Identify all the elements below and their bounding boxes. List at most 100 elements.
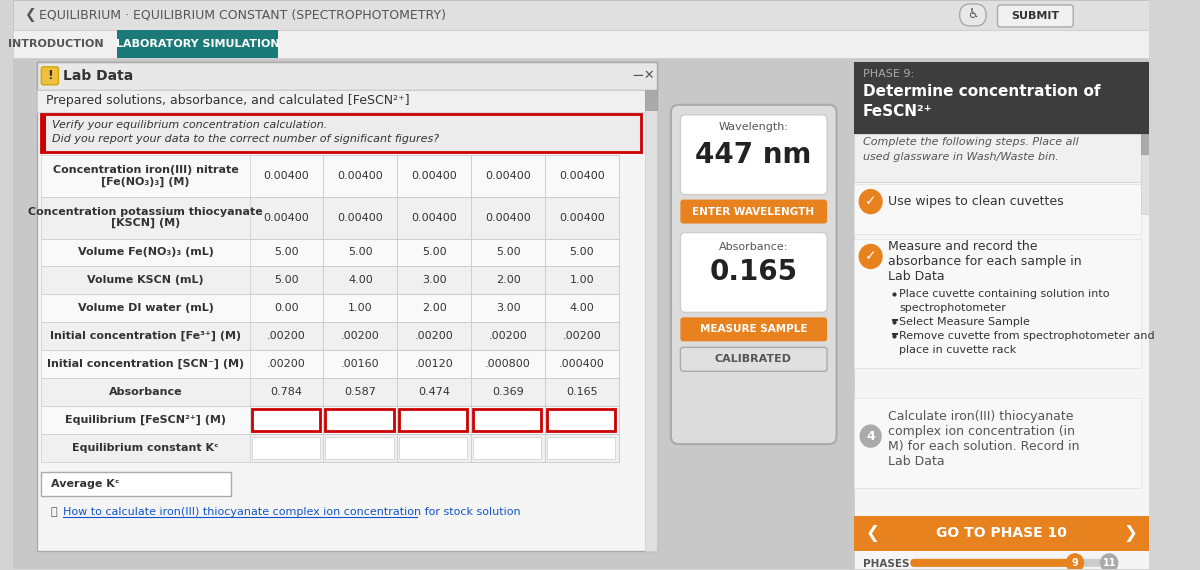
Circle shape <box>1067 554 1084 570</box>
Bar <box>397 323 472 351</box>
Text: 4.00: 4.00 <box>570 303 594 314</box>
Bar <box>13 58 1148 569</box>
Text: 0.00400: 0.00400 <box>264 170 310 181</box>
Bar <box>250 197 324 238</box>
Bar <box>547 409 616 431</box>
Text: PHASE 9:: PHASE 9: <box>863 69 914 79</box>
Bar <box>250 378 324 406</box>
Text: 0.00400: 0.00400 <box>485 170 530 181</box>
Bar <box>41 197 619 238</box>
Bar <box>397 197 472 238</box>
Bar <box>13 0 1148 30</box>
Text: FeSCN²⁺: FeSCN²⁺ <box>863 104 932 119</box>
Text: CALIBRATED: CALIBRATED <box>715 355 792 364</box>
Text: 0.00400: 0.00400 <box>412 170 457 181</box>
Text: 5.00: 5.00 <box>275 275 299 286</box>
Bar <box>1141 134 1148 214</box>
Bar <box>545 197 619 238</box>
Text: place in cuvette rack: place in cuvette rack <box>899 345 1016 355</box>
Text: 3.00: 3.00 <box>422 275 446 286</box>
Bar <box>41 406 619 434</box>
Bar <box>324 406 397 434</box>
Text: 11: 11 <box>1103 558 1116 568</box>
Bar <box>473 409 541 431</box>
Text: 0.784: 0.784 <box>270 387 302 397</box>
Text: !: ! <box>47 70 53 82</box>
Bar <box>397 238 472 266</box>
Bar <box>41 472 230 496</box>
Text: .000400: .000400 <box>559 359 605 369</box>
Bar <box>250 294 324 323</box>
Bar <box>397 294 472 323</box>
Bar <box>853 62 1148 134</box>
Text: ❮: ❮ <box>865 524 880 542</box>
Bar <box>545 266 619 294</box>
Text: 0.369: 0.369 <box>492 387 524 397</box>
Bar <box>473 437 541 459</box>
Text: Remove cuvette from spectrophotometer and: Remove cuvette from spectrophotometer an… <box>899 331 1154 341</box>
Text: Concentration iron(III) nitrate
[Fe(NO₃)₃] (M): Concentration iron(III) nitrate [Fe(NO₃)… <box>53 165 239 186</box>
Bar <box>250 434 324 462</box>
Bar <box>324 351 397 378</box>
FancyBboxPatch shape <box>911 559 1111 567</box>
Text: ✕: ✕ <box>644 70 654 82</box>
Text: 3.00: 3.00 <box>496 303 521 314</box>
Text: 5.00: 5.00 <box>496 247 521 258</box>
FancyBboxPatch shape <box>680 317 827 341</box>
Bar <box>472 154 545 197</box>
Bar <box>545 406 619 434</box>
Text: Average Kᶜ: Average Kᶜ <box>50 479 119 489</box>
Text: Lab Data: Lab Data <box>888 454 944 467</box>
Bar <box>545 238 619 266</box>
Text: PHASES: PHASES <box>863 559 910 569</box>
Text: complex ion concentration (in: complex ion concentration (in <box>888 425 1075 438</box>
Bar <box>324 266 397 294</box>
Bar <box>472 378 545 406</box>
Bar <box>472 238 545 266</box>
FancyBboxPatch shape <box>680 115 827 194</box>
FancyBboxPatch shape <box>41 67 59 85</box>
Text: Verify your equilibrium concentration calculation.: Verify your equilibrium concentration ca… <box>52 120 328 130</box>
Text: ✓: ✓ <box>865 194 876 209</box>
Bar <box>472 197 545 238</box>
Text: 5.00: 5.00 <box>348 247 373 258</box>
Text: ENTER WAVELENGTH: ENTER WAVELENGTH <box>692 206 815 217</box>
Text: 447 nm: 447 nm <box>695 141 811 169</box>
Text: Concentration potassium thiocyanate
[KSCN] (M): Concentration potassium thiocyanate [KSC… <box>28 207 263 229</box>
Bar <box>325 437 394 459</box>
Text: How to calculate iron(III) thiocyanate complex ion concentration for stock solut: How to calculate iron(III) thiocyanate c… <box>64 507 521 517</box>
Bar <box>853 398 1141 488</box>
Text: 0.587: 0.587 <box>344 387 377 397</box>
Bar <box>472 266 545 294</box>
Bar <box>853 238 1141 368</box>
Circle shape <box>1100 554 1117 570</box>
Bar <box>37 62 656 90</box>
Bar <box>472 434 545 462</box>
Text: Absorbance:: Absorbance: <box>719 242 788 251</box>
Bar <box>37 90 656 112</box>
Text: 0.165: 0.165 <box>709 258 797 287</box>
Bar <box>545 154 619 197</box>
Bar <box>545 351 619 378</box>
Text: Use wipes to clean cuvettes: Use wipes to clean cuvettes <box>888 195 1063 208</box>
Bar <box>547 437 616 459</box>
Text: 2.00: 2.00 <box>422 303 446 314</box>
Bar <box>41 266 619 294</box>
Bar <box>41 294 619 323</box>
Text: 0.00400: 0.00400 <box>559 213 605 222</box>
Bar <box>397 378 472 406</box>
Text: 0.00: 0.00 <box>275 303 299 314</box>
Bar <box>400 409 467 431</box>
FancyBboxPatch shape <box>671 105 836 444</box>
Text: Did you report your data to the correct number of significant figures?: Did you report your data to the correct … <box>52 134 439 144</box>
Bar <box>118 30 278 58</box>
Text: spectrophotometer: spectrophotometer <box>899 303 1006 314</box>
Bar <box>545 378 619 406</box>
Text: Equilibrium constant Kᶜ: Equilibrium constant Kᶜ <box>72 443 218 453</box>
Bar <box>41 238 619 266</box>
FancyBboxPatch shape <box>680 200 827 223</box>
Text: ❮: ❮ <box>24 8 36 22</box>
Text: Lab Data: Lab Data <box>64 69 133 83</box>
Text: ♿: ♿ <box>967 9 978 22</box>
FancyBboxPatch shape <box>680 233 827 312</box>
